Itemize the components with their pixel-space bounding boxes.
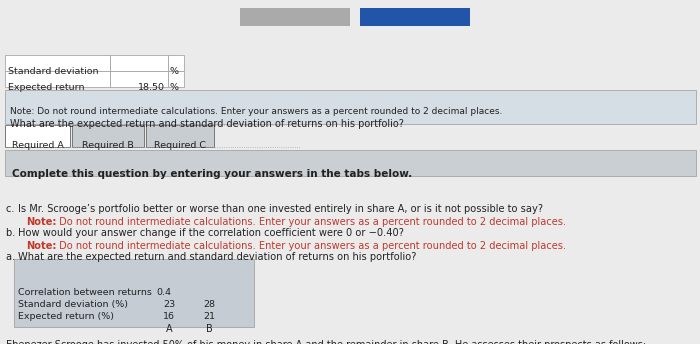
Text: 23: 23	[163, 300, 175, 309]
Text: Note: Do not round intermediate calculations. Enter your answers as a percent ro: Note: Do not round intermediate calculat…	[10, 107, 503, 116]
Text: How would your answer change if the correlation coefficient were 0 or −0.40?: How would your answer change if the corr…	[18, 228, 404, 238]
Text: Is Mr. Scrooge’s portfolio better or worse than one invested entirely in share A: Is Mr. Scrooge’s portfolio better or wor…	[18, 204, 543, 214]
Bar	[5, 55, 110, 71]
Bar	[5, 125, 70, 147]
Text: Complete this question by entering your answers in the tabs below.: Complete this question by entering your …	[12, 169, 412, 179]
Text: Standard deviation (%): Standard deviation (%)	[18, 300, 128, 309]
Text: What are the expected return and standard deviation of returns on his portfolio?: What are the expected return and standar…	[18, 252, 416, 262]
Text: Expected return: Expected return	[8, 83, 85, 92]
Bar	[5, 150, 696, 176]
Text: A: A	[166, 324, 172, 334]
Text: b.: b.	[6, 228, 18, 238]
Bar	[240, 8, 350, 26]
Text: 18.50: 18.50	[138, 83, 165, 92]
Bar	[72, 125, 144, 147]
Text: 16: 16	[163, 312, 175, 321]
Text: Required A: Required A	[12, 141, 64, 150]
Text: 21: 21	[203, 312, 215, 321]
Text: %: %	[170, 83, 179, 92]
Text: Required B: Required B	[82, 141, 134, 150]
Bar	[5, 90, 696, 124]
Text: a.: a.	[6, 252, 18, 262]
Text: Correlation between returns: Correlation between returns	[18, 288, 152, 297]
Bar	[360, 8, 470, 26]
Text: Expected return (%): Expected return (%)	[18, 312, 114, 321]
Text: 28: 28	[203, 300, 215, 309]
Bar	[110, 71, 168, 87]
Bar	[110, 55, 168, 71]
Bar	[168, 71, 184, 87]
Text: c.: c.	[6, 204, 18, 214]
Text: Do not round intermediate calculations. Enter your answers as a percent rounded : Do not round intermediate calculations. …	[56, 241, 566, 251]
Text: Standard deviation: Standard deviation	[8, 67, 99, 76]
Text: What are the expected return and standard deviation of returns on his portfolio?: What are the expected return and standar…	[10, 119, 404, 129]
Bar	[14, 259, 254, 327]
Text: Note:: Note:	[26, 241, 57, 251]
Bar	[146, 125, 214, 147]
Bar	[168, 55, 184, 71]
Text: Do not round intermediate calculations. Enter your answers as a percent rounded : Do not round intermediate calculations. …	[56, 217, 566, 227]
Text: %: %	[170, 67, 179, 76]
Bar	[5, 71, 110, 87]
Text: Required C: Required C	[154, 141, 206, 150]
Text: Ebenezer Scrooge has invested 50% of his money in share A and the remainder in s: Ebenezer Scrooge has invested 50% of his…	[6, 340, 646, 344]
Text: B: B	[206, 324, 212, 334]
Text: Note:: Note:	[26, 217, 57, 227]
Text: 0.4: 0.4	[157, 288, 172, 297]
